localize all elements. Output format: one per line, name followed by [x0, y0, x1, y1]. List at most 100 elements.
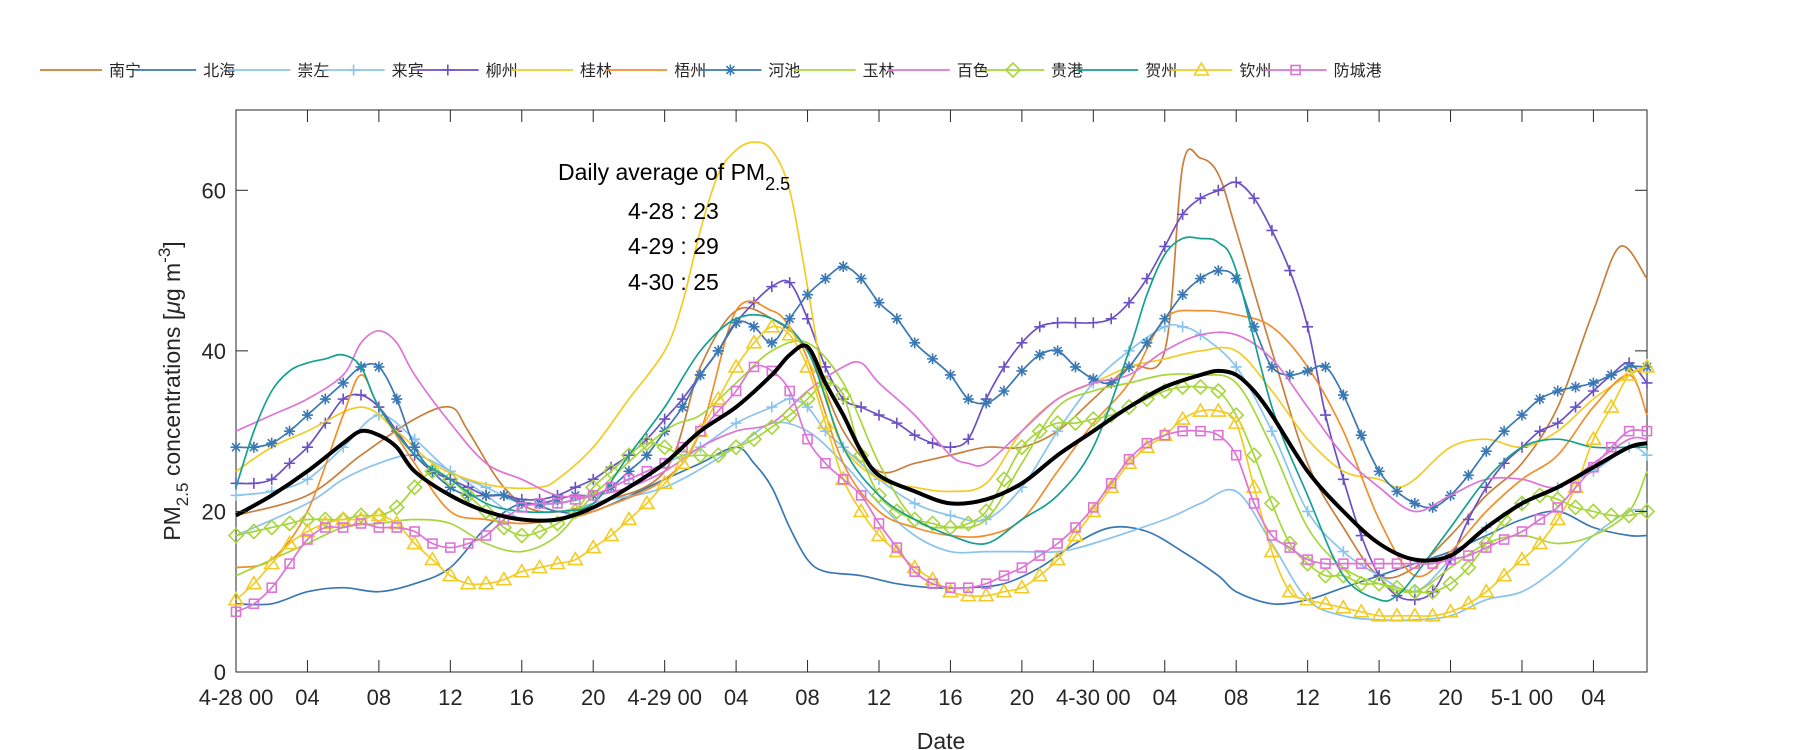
- series-15-mean: [235, 343, 1648, 563]
- series-12-station: [235, 236, 1647, 602]
- legend-item: 贵港: [982, 61, 1083, 80]
- data-point-marker: [995, 583, 1013, 598]
- x-tick-label: 12: [438, 685, 462, 710]
- data-point-marker: [281, 515, 298, 532]
- data-point-marker: [480, 530, 492, 541]
- data-point-marker: [1391, 558, 1403, 569]
- data-point-marker: [230, 441, 242, 453]
- data-point-marker: [727, 358, 745, 373]
- data-point-marker: [227, 591, 245, 606]
- data-point-marker: [1016, 562, 1028, 573]
- data-point-marker: [837, 261, 849, 273]
- data-point-marker: [709, 390, 727, 405]
- x-tick-label: 20: [1438, 685, 1462, 710]
- data-point-marker: [1177, 321, 1189, 333]
- data-point-marker: [1069, 361, 1081, 373]
- data-point-marker: [1337, 389, 1349, 401]
- series-layer: [227, 141, 1656, 622]
- data-point-marker: [1531, 534, 1549, 550]
- data-point-marker: [1105, 478, 1117, 489]
- data-point-marker: [299, 522, 316, 538]
- svg-text:PM2.5 concentrations [μg m-3]: PM2.5 concentrations [μg m-3]: [155, 241, 192, 540]
- data-point-marker: [424, 463, 441, 480]
- data-point-marker: [802, 289, 814, 301]
- data-point-marker: [712, 405, 724, 417]
- data-point-marker: [1085, 410, 1102, 428]
- data-point-marker: [1335, 567, 1352, 584]
- data-point-marker: [748, 321, 760, 333]
- data-point-marker: [1230, 449, 1242, 461]
- data-point-marker: [960, 515, 977, 532]
- data-point-marker: [391, 522, 403, 533]
- data-point-marker: [766, 401, 778, 413]
- data-point-marker: [1194, 273, 1206, 285]
- data-point-marker: [1052, 317, 1064, 329]
- data-point-marker: [1498, 534, 1510, 545]
- data-point-marker: [1141, 273, 1153, 285]
- legend-label: 崇左: [297, 62, 329, 80]
- data-point-marker: [1462, 469, 1474, 481]
- legend-item: 钦州: [1170, 61, 1271, 80]
- data-point-marker: [781, 406, 798, 424]
- data-point-marker: [656, 474, 674, 490]
- annotation-title: Daily average of PM2.5: [558, 159, 790, 194]
- legend-item: 来宾: [322, 62, 424, 80]
- legend-marker: [442, 64, 454, 76]
- data-point-marker: [852, 447, 870, 464]
- data-point-marker: [552, 498, 563, 509]
- data-point-marker: [1209, 402, 1227, 417]
- data-point-marker: [1567, 499, 1584, 516]
- data-point-marker: [266, 437, 278, 449]
- data-point-marker: [1442, 575, 1459, 592]
- data-point-marker: [1281, 583, 1299, 598]
- data-point-marker: [301, 409, 313, 421]
- data-point-marker: [623, 465, 635, 477]
- data-point-marker: [944, 509, 956, 521]
- data-point-marker: [498, 489, 510, 501]
- data-point-marker: [802, 433, 813, 445]
- data-point-marker: [1427, 501, 1439, 513]
- data-point-marker: [549, 555, 566, 570]
- data-point-marker: [1478, 535, 1495, 552]
- data-point-marker: [959, 587, 977, 602]
- series-line: [235, 325, 1648, 617]
- data-point-marker: [623, 474, 635, 485]
- data-point-marker: [873, 518, 885, 529]
- data-point-marker: [1069, 317, 1081, 329]
- data-point-marker: [531, 559, 549, 574]
- y-axis-title-unit: g m: [159, 263, 185, 301]
- data-point-marker: [727, 439, 745, 456]
- legend-item: 桂林: [511, 62, 612, 80]
- x-tick-label: 08: [795, 685, 819, 710]
- data-point-marker: [799, 358, 816, 373]
- data-point-marker: [781, 326, 799, 341]
- data-point-marker: [227, 527, 245, 544]
- data-point-marker: [942, 519, 959, 536]
- data-point-marker: [730, 317, 742, 329]
- data-point-marker: [674, 454, 691, 470]
- data-point-marker: [477, 575, 495, 590]
- data-point-marker: [638, 494, 656, 510]
- legend-label: 河池: [768, 62, 800, 80]
- data-point-marker: [355, 389, 367, 401]
- data-point-marker: [1227, 414, 1245, 429]
- data-point-marker: [820, 457, 831, 469]
- data-point-marker: [1570, 482, 1581, 493]
- legend-marker: [1193, 61, 1210, 76]
- data-point-marker: [1105, 377, 1117, 389]
- data-point-marker: [584, 538, 602, 554]
- legend-label: 桂林: [580, 62, 612, 80]
- data-point-marker: [1159, 240, 1171, 252]
- data-point-marker: [944, 369, 956, 381]
- data-point-marker: [266, 473, 278, 485]
- legend-marker: [1290, 64, 1301, 76]
- data-point-marker: [1641, 449, 1653, 461]
- series-line: [235, 340, 1648, 594]
- data-point-marker: [301, 441, 313, 453]
- legend-item: 梧州: [605, 62, 706, 80]
- x-tick-label: 4-29 00: [627, 685, 702, 710]
- data-point-marker: [1141, 437, 1153, 449]
- data-point-marker: [1603, 507, 1620, 524]
- data-point-marker: [927, 437, 939, 449]
- data-point-marker: [1230, 176, 1242, 188]
